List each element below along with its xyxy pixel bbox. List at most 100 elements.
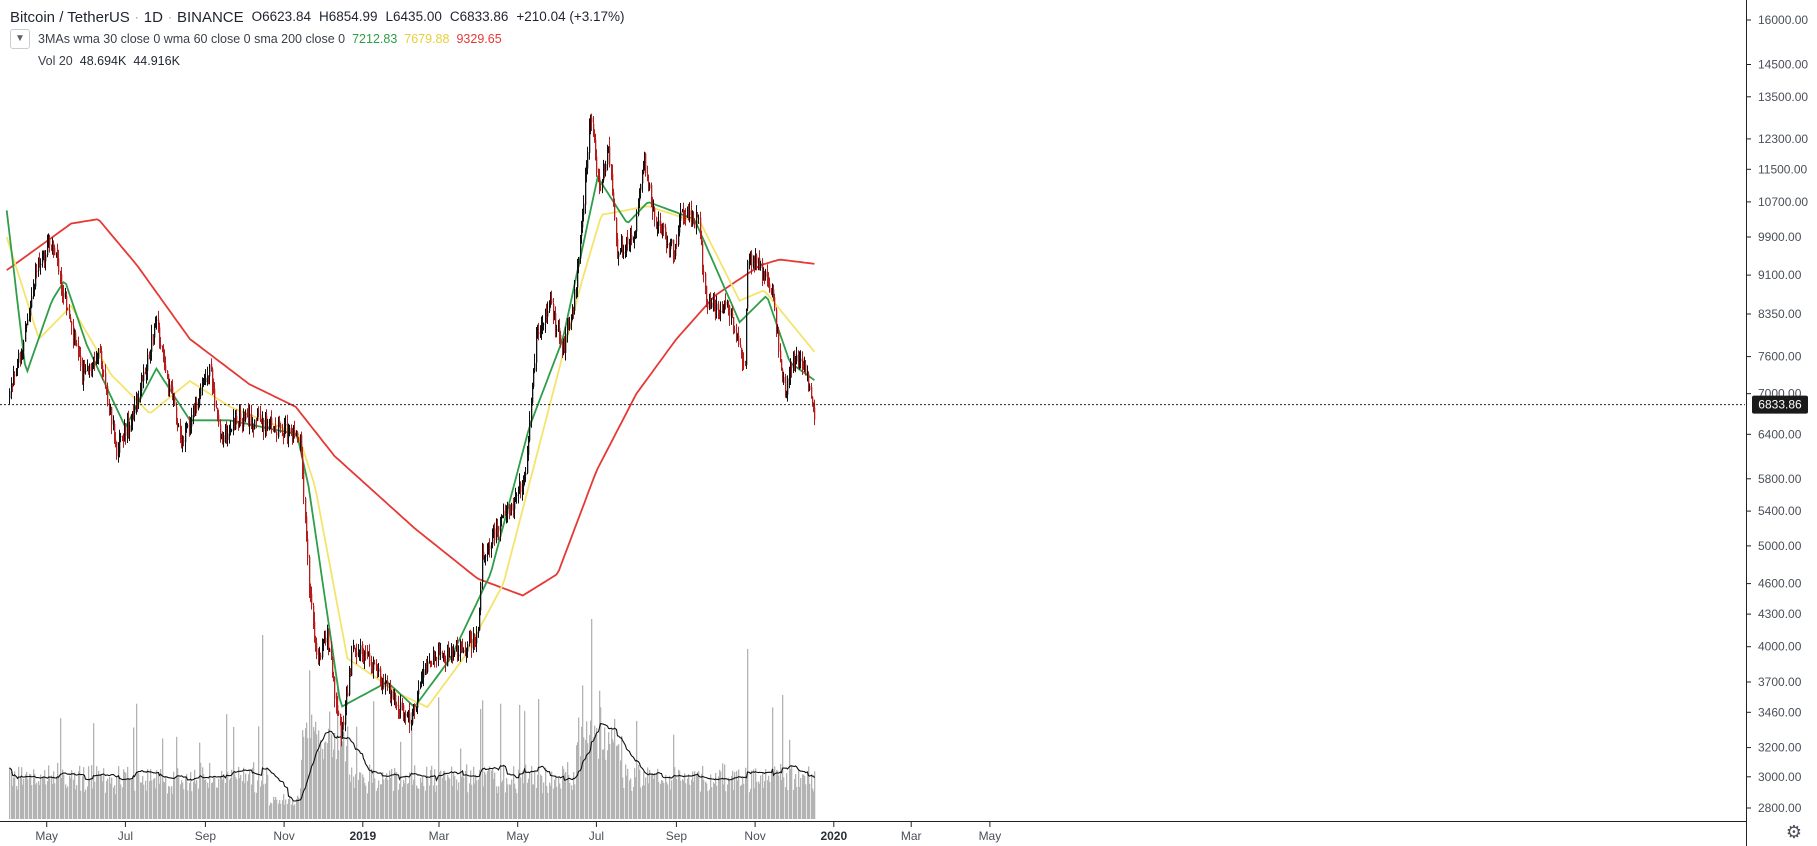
volume-bar xyxy=(689,784,691,819)
volume-bar xyxy=(83,767,85,819)
volume-bar xyxy=(572,790,574,819)
candle xyxy=(396,701,398,710)
candle xyxy=(151,324,153,361)
candle xyxy=(138,390,140,410)
volume-bar xyxy=(141,782,143,819)
volume-bar xyxy=(105,792,107,819)
candle xyxy=(698,214,700,224)
candle xyxy=(398,695,400,719)
candle xyxy=(205,369,207,386)
candle xyxy=(311,586,313,610)
price-axis[interactable]: 16000.00 14500.00 13500.00 12300.00 11500.00… xyxy=(1746,13,1808,815)
volume-bar xyxy=(377,787,379,819)
candle xyxy=(134,396,136,422)
volume-bar xyxy=(146,790,148,819)
volume-bar xyxy=(231,769,233,819)
candle xyxy=(487,543,489,562)
volume-bar xyxy=(430,770,432,819)
volume-bar xyxy=(654,773,656,819)
price-tick-label: 4300.00 xyxy=(1758,607,1802,621)
volume-bar xyxy=(47,780,49,819)
candle xyxy=(714,291,716,312)
volume-bar xyxy=(807,771,809,819)
volume-bar xyxy=(164,782,166,819)
candle xyxy=(568,317,570,331)
volume-bar xyxy=(640,787,642,819)
candle xyxy=(755,248,757,271)
candle xyxy=(715,299,717,321)
volume-bar xyxy=(396,772,398,819)
candle xyxy=(613,188,615,207)
candle xyxy=(667,235,669,249)
volume-bar xyxy=(373,701,375,819)
candle xyxy=(591,113,593,131)
candle xyxy=(782,367,784,383)
candle xyxy=(123,433,125,448)
candle xyxy=(414,703,416,719)
volume-bar xyxy=(728,777,730,819)
candle xyxy=(607,144,609,171)
candle xyxy=(260,405,262,422)
chevron-down-icon[interactable]: ▼ xyxy=(10,29,30,49)
volume-bar xyxy=(134,790,136,819)
volume-bar xyxy=(414,765,416,819)
candle xyxy=(789,366,791,389)
candle xyxy=(781,359,783,371)
volume-bar xyxy=(30,774,32,819)
candle xyxy=(318,648,320,665)
candle xyxy=(129,421,131,441)
candle xyxy=(537,324,539,339)
volume-bar xyxy=(749,792,751,819)
candle xyxy=(671,238,673,247)
candle xyxy=(342,721,344,739)
wma-30-line xyxy=(5,174,815,709)
volume-bar xyxy=(501,782,503,819)
ma-indicator-name[interactable]: 3MAs wma 30 close 0 wma 60 close 0 sma 2… xyxy=(38,31,346,46)
volume-bar xyxy=(404,783,406,819)
volume-indicator-row[interactable]: Vol 20 48.694K 44.916K xyxy=(10,50,625,72)
volume-bar xyxy=(27,779,29,819)
volume-bar xyxy=(576,745,578,819)
candle xyxy=(719,309,721,320)
candle xyxy=(598,168,600,183)
volume-bar xyxy=(34,773,36,819)
candle xyxy=(354,644,356,649)
last-price-value: 6833.86 xyxy=(1758,398,1802,412)
ma-indicator-row[interactable]: ▼ 3MAs wma 30 close 0 wma 60 close 0 sma… xyxy=(10,28,625,50)
volume-bar xyxy=(703,779,705,819)
volume-bar xyxy=(258,726,260,819)
volume-bar xyxy=(48,765,50,819)
candle xyxy=(280,422,282,433)
price-tick-label: 13500.00 xyxy=(1758,90,1808,104)
volume-bar xyxy=(296,799,298,819)
candle xyxy=(67,307,69,311)
volume-bar xyxy=(220,776,222,819)
candle xyxy=(604,163,606,179)
interval-label[interactable]: 1D xyxy=(143,8,163,26)
volume-bar xyxy=(346,745,348,819)
candle xyxy=(585,167,587,214)
volume-bar xyxy=(412,784,414,819)
volume-bar xyxy=(364,783,366,819)
gear-icon[interactable]: ⚙ xyxy=(1785,821,1803,842)
candle xyxy=(200,383,202,400)
volume-bar xyxy=(216,787,218,819)
volume-bar xyxy=(527,782,529,819)
candle xyxy=(507,501,509,523)
symbol-name[interactable]: Bitcoin / TetherUS xyxy=(10,8,130,26)
volume-bar xyxy=(138,773,140,819)
volume-indicator-name[interactable]: Vol 20 xyxy=(38,53,73,68)
candle xyxy=(648,174,650,192)
volume-bar xyxy=(665,775,667,819)
volume-bar xyxy=(213,777,215,819)
candle xyxy=(663,222,665,237)
candle xyxy=(164,349,166,371)
candle xyxy=(563,338,565,356)
volume-bar xyxy=(465,770,467,819)
time-axis[interactable]: May Jul Sep Nov 2019 Mar May Jul Sep Nov 2020 Mar Ma… xyxy=(35,822,1001,843)
volume-bar xyxy=(218,778,220,819)
candle xyxy=(494,522,496,546)
time-tick-label: May xyxy=(35,829,58,843)
candle xyxy=(223,432,225,448)
